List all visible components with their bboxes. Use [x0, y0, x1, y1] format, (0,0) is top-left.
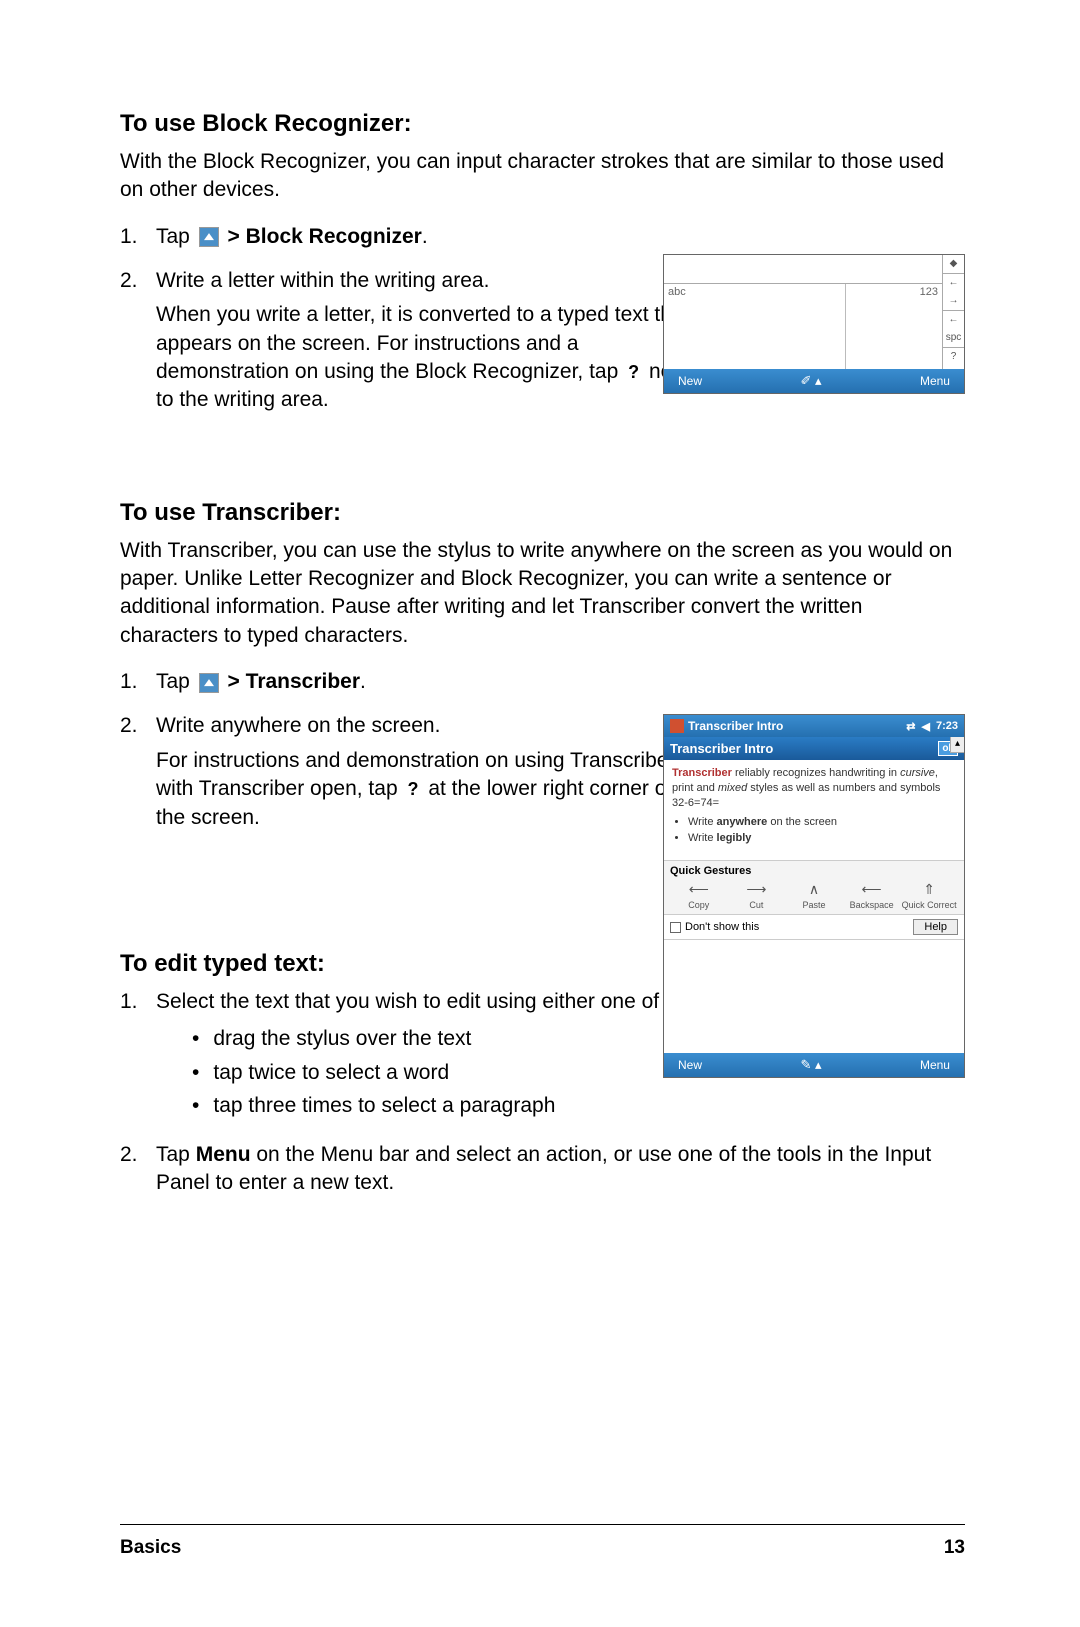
- pen-icon[interactable]: ✐ ▴: [800, 373, 821, 389]
- step-number: 1.: [120, 988, 144, 1123]
- gesture-label: Backspace: [843, 900, 901, 910]
- side-btn[interactable]: ← →: [943, 274, 964, 311]
- gesture-label: Cut: [728, 900, 786, 910]
- gesture-icon: ∧: [785, 881, 843, 898]
- heading-transcriber: To use Transcriber:: [120, 499, 965, 527]
- question-icon: ?: [407, 777, 418, 801]
- start-icon[interactable]: [670, 719, 684, 733]
- clock: 7:23: [936, 720, 958, 732]
- figure-transcriber: Transcriber Intro ⇄ ◀ 7:23 ▴ Transcriber…: [663, 714, 965, 1078]
- options-row: Don't show this Help: [664, 915, 964, 940]
- gesture-icon: ⟵: [670, 881, 728, 898]
- step-text: Write a letter within the writing area.: [156, 267, 696, 295]
- 123-label: 123: [920, 286, 938, 298]
- writing-area: abc 123: [664, 283, 942, 371]
- side-btn[interactable]: ← spc: [943, 311, 964, 348]
- gesture-label: Quick Correct: [900, 900, 958, 910]
- intro-transcriber: With Transcriber, you can use the stylus…: [120, 537, 965, 650]
- gesture-label: Paste: [785, 900, 843, 910]
- step-text: Tap Menu on the Menu bar and select an a…: [156, 1141, 965, 1198]
- step-number: 2.: [120, 1141, 144, 1204]
- new-button[interactable]: New: [678, 374, 702, 388]
- page-number: 13: [944, 1537, 965, 1559]
- new-button[interactable]: New: [678, 1058, 702, 1072]
- up-arrow-icon: [199, 673, 219, 693]
- checkbox-dont-show[interactable]: [670, 922, 681, 933]
- intro-block-recognizer: With the Block Recognizer, you can input…: [120, 148, 965, 205]
- panel-header: Transcriber Intro ok: [664, 737, 964, 760]
- side-btn[interactable]: ◆: [943, 255, 964, 274]
- question-icon: ?: [628, 360, 639, 384]
- step-text: Tap > Transcriber.: [156, 668, 696, 696]
- menu-button[interactable]: Menu: [920, 1058, 950, 1072]
- up-arrow-icon: [199, 227, 219, 247]
- page-footer: Basics 13: [120, 1524, 965, 1559]
- menu-button[interactable]: Menu: [920, 374, 950, 388]
- quick-gestures: Quick Gestures ⟵ ⟶ ∧ ⟵ ⇑ Copy Cut Paste …: [664, 860, 964, 915]
- step-number: 2.: [120, 712, 144, 837]
- document-page: To use Block Recognizer: With the Block …: [0, 0, 1080, 1627]
- bullet: Write legibly: [688, 831, 956, 846]
- step-number: 1.: [120, 668, 144, 702]
- connectivity-icon: ⇄: [906, 720, 915, 733]
- help-button[interactable]: Help: [913, 919, 958, 935]
- gesture-icon: ⇑: [900, 881, 958, 898]
- step-number: 2.: [120, 267, 144, 421]
- step-text: For instructions and demonstration on us…: [156, 747, 696, 832]
- scroll-up[interactable]: ▴: [950, 737, 964, 753]
- titlebar: Transcriber Intro ⇄ ◀ 7:23: [664, 715, 964, 737]
- bottom-bar: New ✐ ▴ Menu: [664, 369, 964, 393]
- window-title: Transcriber Intro: [688, 719, 783, 733]
- step-text: When you write a letter, it is converted…: [156, 301, 696, 414]
- heading-block-recognizer: To use Block Recognizer:: [120, 110, 965, 138]
- transcriber-icon[interactable]: ✎ ▴: [800, 1057, 821, 1073]
- step-text: Write anywhere on the screen.: [156, 712, 696, 740]
- blank-area: [664, 940, 964, 1002]
- bullet: Write anywhere on the screen: [688, 815, 956, 830]
- intro-body: Transcriber reliably recognizes handwrit…: [664, 760, 964, 854]
- bottom-bar: New ✎ ▴ Menu: [664, 1053, 964, 1077]
- gesture-icon: ⟵: [843, 881, 901, 898]
- abc-label: abc: [668, 286, 686, 298]
- side-toolbar: ◆ ← → ← spc ? ⌨: [942, 255, 964, 369]
- gesture-label: Copy: [670, 900, 728, 910]
- volume-icon: ◀: [922, 720, 930, 733]
- gesture-icon: ⟶: [728, 881, 786, 898]
- footer-section: Basics: [120, 1537, 181, 1559]
- step-number: 1.: [120, 223, 144, 257]
- figure-block-recognizer: abc 123 ◆ ← → ← spc ? ⌨ New ✐ ▴ Menu: [663, 254, 965, 394]
- step-text: Tap > Block Recognizer.: [156, 223, 696, 251]
- sub-item: tap three times to select a paragraph: [192, 1089, 965, 1123]
